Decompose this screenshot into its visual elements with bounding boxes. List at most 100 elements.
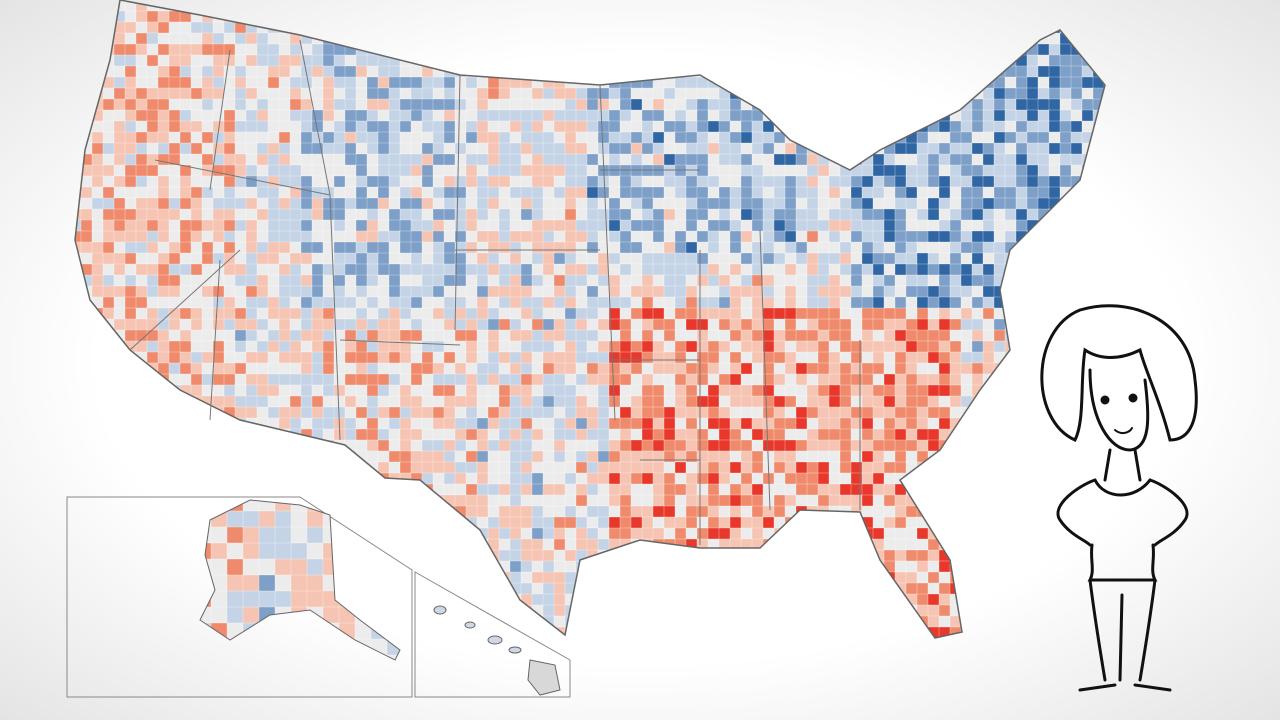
county-cell [630,428,643,441]
county-cell [652,296,665,309]
county-cell [883,197,896,210]
county-cell [487,98,500,111]
county-cell [1026,384,1039,397]
county-cell [674,32,687,45]
county-cell [135,362,148,375]
county-cell [1026,153,1039,166]
county-cell [740,142,753,155]
county-cell [674,274,687,287]
county-cell [586,417,599,430]
county-cell [80,186,93,199]
county-cell [201,131,214,144]
county-cell [729,65,742,78]
county-cell [641,571,654,584]
county-cell [839,10,852,23]
county-cell [971,351,984,364]
county-cell [443,263,456,276]
county-cell [333,153,346,166]
county-cell [432,0,445,12]
county-cell [179,32,192,45]
county-cell [410,516,423,529]
county-cell [113,516,126,529]
county-cell [641,373,654,386]
county-cell [784,43,797,56]
county-cell [916,252,929,265]
county-cell [1004,98,1017,111]
county-cell [949,439,962,452]
county-cell [531,153,544,166]
county-cell [1070,0,1083,12]
county-cell [993,461,1006,474]
county-cell [487,417,500,430]
county-cell [795,340,808,353]
county-cell [949,131,962,144]
county-cell [1004,340,1017,353]
county-cell [421,274,434,287]
county-cell [157,76,170,89]
county-cell [366,21,379,34]
county-cell [553,406,566,419]
county-cell [465,538,478,551]
county-cell [388,406,401,419]
county-cell [146,450,159,463]
county-cell [1070,263,1083,276]
county-cell [685,175,698,188]
county-cell [465,98,478,111]
county-cell [443,439,456,452]
county-cell [729,318,742,331]
county-cell [344,417,357,430]
county-cell [608,10,621,23]
county-cell [135,549,148,562]
county-cell [1103,230,1105,243]
county-cell [476,417,489,430]
county-cell [894,340,907,353]
county-cell [223,329,236,342]
county-cell [322,87,335,100]
county-cell [608,351,621,364]
county-cell [762,186,775,199]
county-cell [91,65,104,78]
county-cell [135,164,148,177]
county-cell [157,164,170,177]
county-cell [850,450,863,463]
county-cell [861,131,874,144]
county-cell [718,384,731,397]
county-cell [366,351,379,364]
county-cell [1015,307,1028,320]
county-cell [531,527,544,540]
county-cell [1070,32,1083,45]
county-cell [190,373,203,386]
county-cell [355,373,368,386]
county-cell [729,120,742,133]
county-cell [91,252,104,265]
county-cell [1059,87,1072,100]
county-cell [1026,329,1039,342]
county-cell [146,21,159,34]
county-cell [696,274,709,287]
county-cell [883,87,896,100]
county-cell [1004,494,1017,507]
county-cell [443,164,456,177]
county-cell [586,494,599,507]
county-cell [993,439,1006,452]
county-cell [91,439,104,452]
county-cell [839,285,852,298]
county-cell [399,263,412,276]
county-cell [80,175,93,188]
county-cell [135,450,148,463]
county-cell [938,318,951,331]
county-cell [872,373,885,386]
county-cell [938,274,951,287]
county-cell [168,98,181,111]
county-cell [751,505,764,518]
county-cell [806,65,819,78]
county-cell [498,120,511,133]
county-cell [564,98,577,111]
county-cell [586,483,599,496]
county-cell [586,384,599,397]
county-cell [498,549,511,562]
county-cell [75,274,82,287]
county-cell [234,373,247,386]
county-cell [751,296,764,309]
county-cell [476,340,489,353]
